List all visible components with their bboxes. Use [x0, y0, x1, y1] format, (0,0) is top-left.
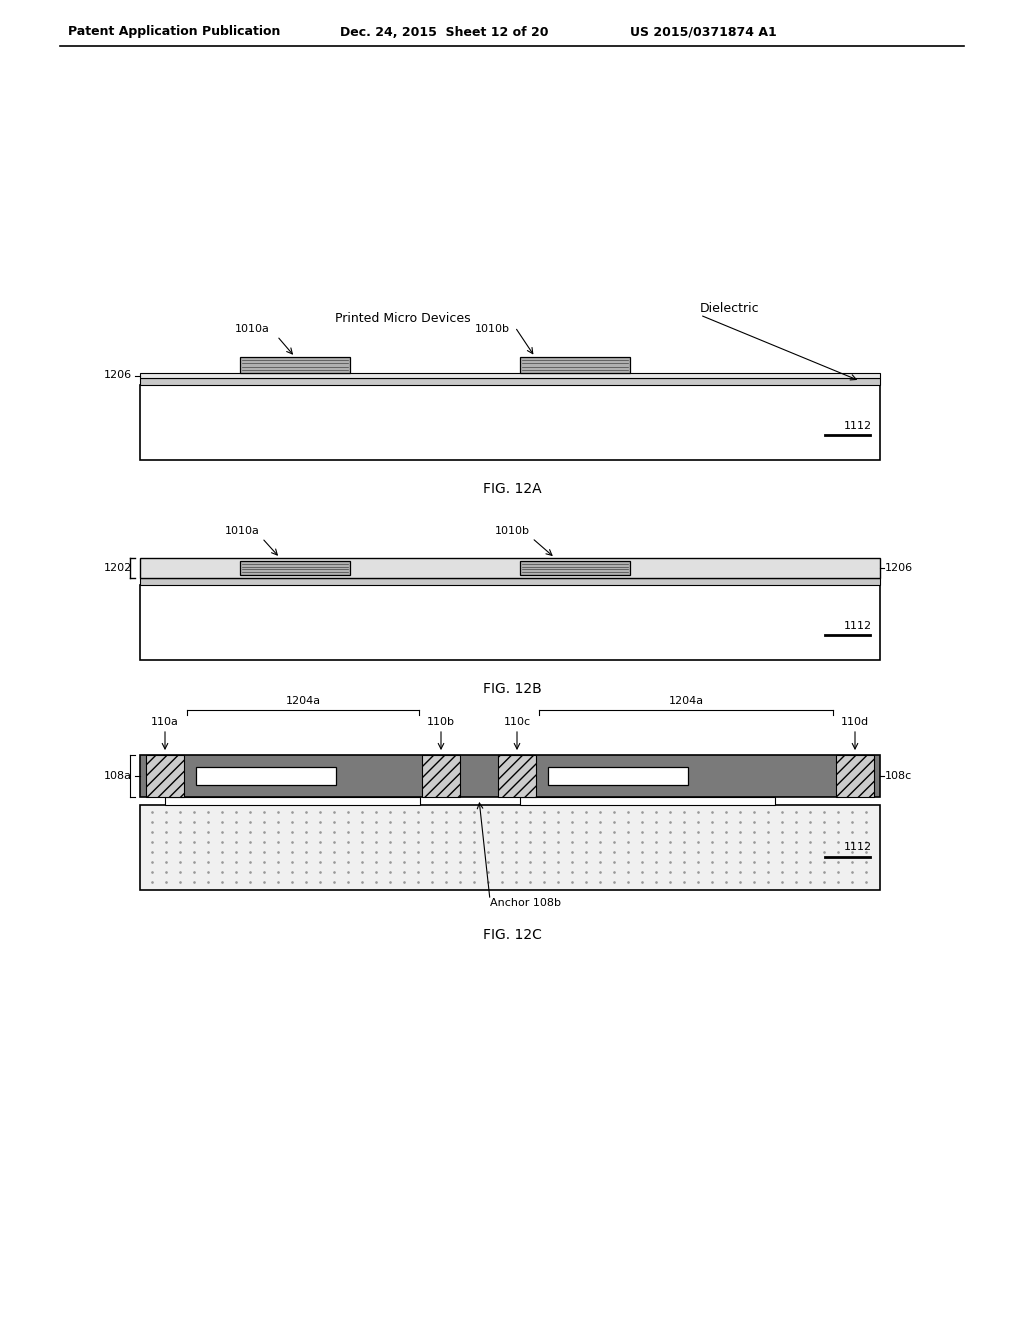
Text: 110b: 110b [427, 717, 455, 727]
Text: FIG. 12B: FIG. 12B [482, 682, 542, 696]
Text: 1010a: 1010a [225, 525, 260, 536]
Bar [422, 755, 460, 797]
Text: 110c: 110c [504, 717, 530, 727]
Text: 110a: 110a [152, 717, 179, 727]
Bar [140, 755, 880, 797]
Bar [140, 385, 880, 459]
Bar [140, 374, 880, 378]
Text: Patent Application Publication: Patent Application Publication [68, 25, 281, 38]
Bar [548, 767, 688, 785]
Bar [140, 378, 880, 385]
Text: Dielectric: Dielectric [700, 302, 760, 315]
Text: 1010a: 1010a [236, 323, 270, 334]
Text: 110d: 110d [841, 717, 869, 727]
Text: Printed Micro Devices: Printed Micro Devices [335, 312, 471, 325]
Bar [520, 797, 775, 805]
Text: 108c: 108c [885, 771, 912, 781]
Text: 1204a: 1204a [669, 696, 703, 706]
Text: FIG. 12A: FIG. 12A [482, 482, 542, 496]
Text: 1202: 1202 [103, 564, 132, 573]
Bar [140, 558, 880, 578]
Text: Anchor 108b: Anchor 108b [490, 898, 561, 908]
Bar [836, 755, 874, 797]
Text: 108a: 108a [104, 771, 132, 781]
Text: 1206: 1206 [103, 371, 132, 380]
Bar [196, 767, 336, 785]
Text: 1010b: 1010b [495, 525, 530, 536]
Bar [140, 805, 880, 890]
Bar [498, 755, 536, 797]
Text: FIG. 12C: FIG. 12C [482, 928, 542, 942]
Bar [140, 578, 880, 585]
Text: 1112: 1112 [844, 842, 872, 853]
Bar [140, 585, 880, 660]
Bar [146, 755, 184, 797]
Text: US 2015/0371874 A1: US 2015/0371874 A1 [630, 25, 777, 38]
Text: Dec. 24, 2015  Sheet 12 of 20: Dec. 24, 2015 Sheet 12 of 20 [340, 25, 549, 38]
Bar [240, 356, 350, 374]
Text: 1206: 1206 [885, 564, 913, 573]
Bar [165, 797, 420, 805]
Bar [520, 356, 630, 374]
Bar [520, 561, 630, 576]
Text: 1112: 1112 [844, 622, 872, 631]
Bar [240, 561, 350, 576]
Text: 1010b: 1010b [475, 323, 510, 334]
Text: 1204a: 1204a [286, 696, 321, 706]
Text: 1112: 1112 [844, 421, 872, 432]
